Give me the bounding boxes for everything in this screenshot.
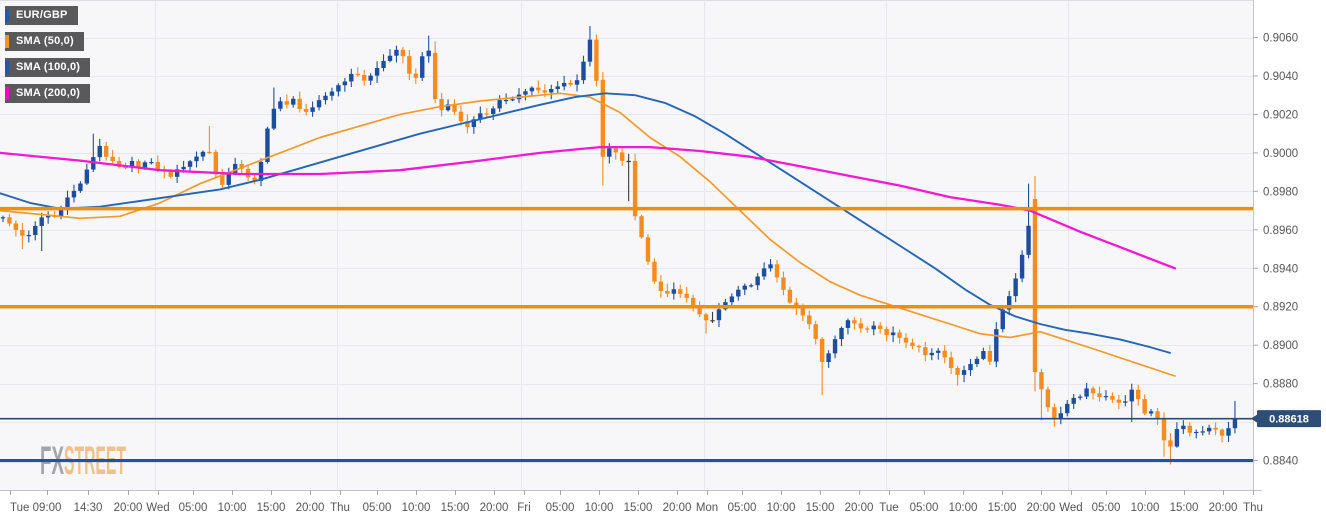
chart-legend: EUR/GBP SMA (50,0) SMA (100,0) SMA (200,… (5, 6, 91, 103)
time-tick-label: 10:00 (1131, 502, 1160, 514)
legend-item-sma200[interactable]: SMA (200,0) (5, 84, 91, 103)
time-tick-label: 20:00 (296, 502, 325, 514)
price-tick-label: 0.8980 (1263, 186, 1298, 198)
price-tick-label: 0.9060 (1263, 33, 1298, 45)
time-tick-label: 05:00 (179, 502, 208, 514)
current-price-label: 0.88618 (1269, 414, 1309, 426)
series-color-bar (5, 35, 9, 48)
day-tick-label: Thu (1243, 502, 1263, 514)
legend-label: SMA (50,0) (16, 35, 74, 47)
time-tick-label: 20:00 (1209, 502, 1238, 514)
time-axis: Tue 09:00 14:30 20:00 Wed 05:00 10:00 15:00 20:0… (10, 490, 1263, 514)
price-tick-label: 0.8900 (1263, 340, 1298, 352)
time-tick-label: 10:00 (949, 502, 978, 514)
legend-label: SMA (100,0) (16, 61, 81, 73)
time-tick-label: 15:00 (806, 502, 835, 514)
time-tick-label: 05:00 (1092, 502, 1121, 514)
price-tick-label: 0.8940 (1263, 263, 1298, 275)
day-tick-label: Fri (517, 502, 530, 514)
legend-label: SMA (200,0) (16, 87, 81, 99)
legend-item-sma100[interactable]: SMA (100,0) (5, 58, 91, 77)
time-tick-label: 10:00 (585, 502, 614, 514)
time-tick-label: 05:00 (546, 502, 575, 514)
legend-label: EUR/GBP (16, 9, 68, 21)
day-tick-label: Thu (330, 502, 350, 514)
time-tick-label: 20:00 (845, 502, 874, 514)
time-tick-label: 10:00 (402, 502, 431, 514)
time-tick-label: 20:00 (663, 502, 692, 514)
time-tick-label: 20:00 (480, 502, 509, 514)
price-tick-label: 0.8920 (1263, 302, 1298, 314)
time-tick-label: 15:00 (624, 502, 653, 514)
legend-item-instrument[interactable]: EUR/GBP (5, 6, 78, 25)
time-tick-label: 05:00 (910, 502, 939, 514)
time-tick-label: 15:00 (988, 502, 1017, 514)
day-tick-label: Tue (879, 502, 898, 514)
series-color-bar (5, 87, 9, 100)
day-tick-label: Mon (696, 502, 718, 514)
price-tick-label: 0.9040 (1263, 71, 1298, 83)
time-tick-label: 05:00 (363, 502, 392, 514)
series-color-bar (5, 9, 9, 22)
price-tick-label: 0.9020 (1263, 109, 1298, 121)
day-tick-label: Tue (10, 502, 29, 514)
candlestick-series (0, 25, 1238, 465)
series-color-bar (5, 61, 9, 74)
time-tick-label: 05:00 (728, 502, 757, 514)
time-tick-label: 09:00 (33, 502, 62, 514)
price-tick-label: 0.9000 (1263, 148, 1298, 160)
price-axis: 0.9060 0.9040 0.9020 0.9000 0.8980 0.8960 0.89… (1253, 33, 1298, 468)
price-tick-label: 0.8960 (1263, 225, 1298, 237)
day-tick-label: Wed (146, 502, 169, 514)
legend-item-sma50[interactable]: SMA (50,0) (5, 32, 84, 51)
current-price-badge: 0.88618 (1251, 410, 1321, 428)
price-tick-label: 0.8840 (1263, 456, 1298, 468)
time-tick-label: 15:00 (257, 502, 286, 514)
plot-background (0, 0, 1253, 490)
time-tick-label: 15:00 (1170, 502, 1199, 514)
time-tick-label: 20:00 (114, 502, 143, 514)
time-tick-label: 15:00 (441, 502, 470, 514)
price-tick-label: 0.8880 (1263, 379, 1298, 391)
time-tick-label: 10:00 (218, 502, 247, 514)
sma-line-1 (0, 92, 1171, 354)
day-tick-label: Wed (1059, 502, 1082, 514)
time-tick-label: 14:30 (74, 502, 103, 514)
time-tick-label: 20:00 (1027, 502, 1056, 514)
time-tick-label: 10:00 (767, 502, 796, 514)
